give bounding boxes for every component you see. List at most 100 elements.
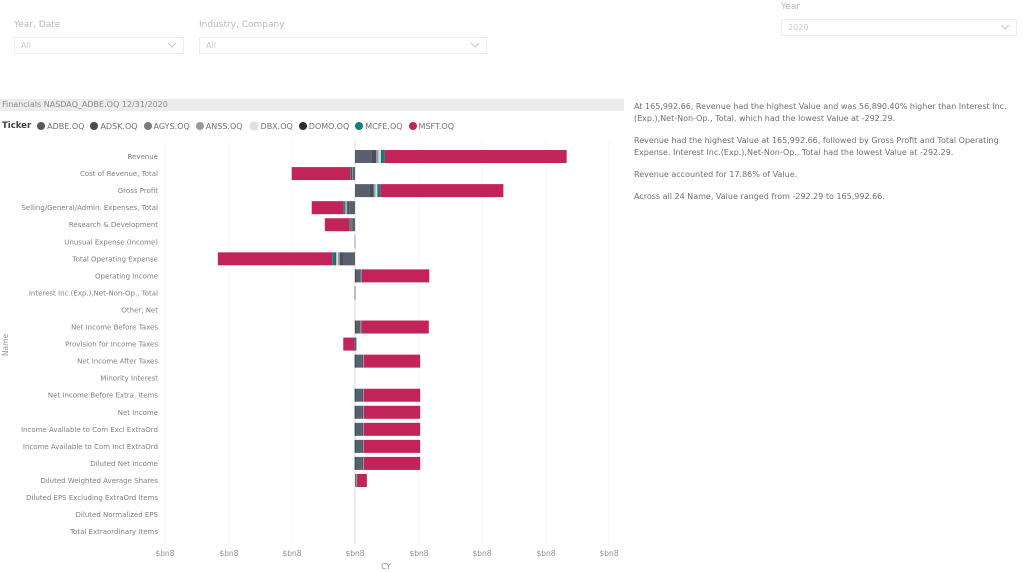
- bar-segment-mcfe-oq[interactable]: [354, 354, 356, 368]
- bar-segment-dbx-oq[interactable]: [356, 473, 357, 487]
- bar-segment-agys-oq[interactable]: [351, 218, 352, 232]
- bar-segment-dbx-oq[interactable]: [335, 252, 338, 266]
- bar-segment-marker[interactable]: [354, 286, 356, 300]
- bar-segment-domo-oq[interactable]: [354, 422, 356, 436]
- year-dropdown[interactable]: 2020: [781, 19, 1017, 36]
- bar-segment-msft-oq[interactable]: [217, 252, 333, 266]
- bar-segment-msft-oq[interactable]: [380, 184, 504, 198]
- industry-company-dropdown[interactable]: All: [199, 37, 487, 54]
- bar-segment-mcfe-oq[interactable]: [354, 422, 356, 436]
- bar-segment-anss-oq[interactable]: [346, 201, 347, 215]
- bar-segment-anss-oq[interactable]: [363, 439, 364, 453]
- bar-segment-adsk-oq[interactable]: [361, 422, 364, 436]
- legend-item[interactable]: AGYS.OQ: [143, 122, 190, 131]
- bar-segment-mcfe-oq[interactable]: [356, 473, 358, 487]
- legend-item[interactable]: MCFE.OQ: [355, 122, 403, 131]
- bar-segment-domo-oq[interactable]: [354, 269, 356, 283]
- bar-segment-mcfe-oq[interactable]: [354, 439, 356, 453]
- legend-item[interactable]: MSFT.OQ: [408, 122, 454, 131]
- bar-segment-adbe-oq[interactable]: [352, 218, 355, 232]
- bar-segment-msft-oq[interactable]: [363, 439, 421, 453]
- bar-segment-adsk-oq[interactable]: [361, 354, 364, 368]
- bar-segment-msft-oq[interactable]: [363, 456, 421, 470]
- bar-segment-marker[interactable]: [354, 235, 356, 249]
- bar-segment-mcfe-oq[interactable]: [354, 337, 355, 351]
- bar-segment-adbe-oq[interactable]: [355, 422, 362, 436]
- bar-segment-domo-oq[interactable]: [349, 218, 351, 232]
- bar-segment-adsk-oq[interactable]: [361, 456, 364, 470]
- year-date-dropdown[interactable]: All: [14, 37, 184, 54]
- bar-segment-agys-oq[interactable]: [346, 201, 348, 215]
- bar-segment-anss-oq[interactable]: [350, 218, 352, 232]
- bar-segment-domo-oq[interactable]: [354, 320, 356, 334]
- bar-segment-domo-oq[interactable]: [335, 252, 337, 266]
- bar-segment-mcfe-oq[interactable]: [381, 150, 385, 164]
- bar-segment-adsk-oq[interactable]: [346, 201, 350, 215]
- bar-segment-msft-oq[interactable]: [291, 167, 351, 181]
- bar-segment-adsk-oq[interactable]: [369, 184, 374, 198]
- bar-segment-mcfe-oq[interactable]: [343, 201, 345, 215]
- bar-segment-msft-oq[interactable]: [363, 388, 421, 402]
- bar-segment-msft-oq[interactable]: [324, 218, 350, 232]
- bar-segment-anss-oq[interactable]: [360, 269, 362, 283]
- bar-segment-mcfe-oq[interactable]: [354, 405, 356, 419]
- bar-segment-anss-oq[interactable]: [373, 184, 376, 198]
- bar-segment-domo-oq[interactable]: [354, 456, 356, 470]
- legend-item[interactable]: DBX.OQ: [248, 121, 293, 131]
- bar-segment-adbe-oq[interactable]: [352, 167, 355, 181]
- bar-segment-adbe-oq[interactable]: [355, 354, 362, 368]
- bar-segment-domo-oq[interactable]: [354, 439, 356, 453]
- bar-segment-adsk-oq[interactable]: [361, 388, 364, 402]
- bar-segment-adbe-oq[interactable]: [355, 269, 361, 283]
- legend-item[interactable]: ANSS.OQ: [195, 122, 243, 131]
- bar-segment-dbx-oq[interactable]: [344, 201, 347, 215]
- bar-segment-agys-oq[interactable]: [339, 252, 340, 266]
- legend-item[interactable]: ADSK.OQ: [90, 122, 138, 131]
- bar-segment-anss-oq[interactable]: [363, 422, 364, 436]
- bar-segment-adsk-oq[interactable]: [360, 269, 361, 283]
- bar-segment-dbx-oq[interactable]: [378, 150, 381, 164]
- bar-segment-anss-oq[interactable]: [360, 320, 362, 334]
- bar-segment-msft-oq[interactable]: [361, 320, 429, 334]
- bar-segment-mcfe-oq[interactable]: [354, 456, 356, 470]
- bar-segment-anss-oq[interactable]: [363, 456, 364, 470]
- bar-segment-msft-oq[interactable]: [357, 473, 367, 487]
- bar-segment-adbe-oq[interactable]: [355, 150, 372, 164]
- bar-segment-msft-oq[interactable]: [363, 405, 421, 419]
- bar-segment-anss-oq[interactable]: [363, 388, 364, 402]
- bar-segment-adbe-oq[interactable]: [355, 473, 356, 487]
- bar-segment-adbe-oq[interactable]: [355, 456, 362, 470]
- legend-item[interactable]: ADBE.OQ: [37, 122, 84, 131]
- bar-segment-dbx-oq[interactable]: [375, 184, 378, 198]
- bar-segment-anss-oq[interactable]: [351, 167, 353, 181]
- bar-segment-adsk-oq[interactable]: [360, 320, 361, 334]
- bar-segment-msft-oq[interactable]: [343, 337, 355, 351]
- bar-segment-adbe-oq[interactable]: [355, 405, 362, 419]
- bar-segment-anss-oq[interactable]: [363, 405, 364, 419]
- bar-segment-mcfe-oq[interactable]: [377, 184, 381, 198]
- bar-segment-mcfe-oq[interactable]: [354, 388, 356, 402]
- bar-segment-adsk-oq[interactable]: [361, 439, 364, 453]
- bar-segment-adsk-oq[interactable]: [361, 405, 364, 419]
- bar-segment-msft-oq[interactable]: [361, 269, 430, 283]
- legend-item[interactable]: DOMO.OQ: [298, 122, 349, 131]
- bar-segment-domo-oq[interactable]: [351, 167, 353, 181]
- bar-segment-mcfe-oq[interactable]: [361, 269, 363, 283]
- bar-segment-adbe-oq[interactable]: [355, 388, 362, 402]
- bar-segment-anss-oq[interactable]: [363, 354, 364, 368]
- bar-segment-msft-oq[interactable]: [363, 422, 421, 436]
- bar-segment-domo-oq[interactable]: [344, 201, 346, 215]
- bar-segment-adsk-oq[interactable]: [371, 150, 377, 164]
- bar-segment-msft-oq[interactable]: [363, 354, 421, 368]
- bar-segment-adsk-oq[interactable]: [339, 252, 344, 266]
- bar-segment-adbe-oq[interactable]: [355, 184, 370, 198]
- bar-segment-adbe-oq[interactable]: [343, 252, 355, 266]
- bar-segment-domo-oq[interactable]: [354, 354, 356, 368]
- bar-segment-domo-oq[interactable]: [354, 388, 356, 402]
- bar-segment-mcfe-oq[interactable]: [332, 252, 336, 266]
- bar-segment-adbe-oq[interactable]: [355, 439, 362, 453]
- bar-segment-adbe-oq[interactable]: [355, 320, 361, 334]
- bar-segment-anss-oq[interactable]: [376, 150, 379, 164]
- bar-segment-mcfe-oq[interactable]: [350, 167, 352, 181]
- bar-segment-mcfe-oq[interactable]: [349, 218, 350, 232]
